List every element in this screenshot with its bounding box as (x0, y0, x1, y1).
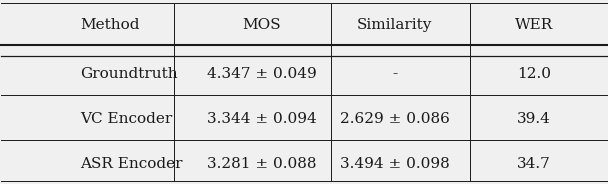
Text: Similarity: Similarity (357, 18, 432, 32)
Text: ASR Encoder: ASR Encoder (80, 158, 182, 171)
Text: Groundtruth: Groundtruth (80, 67, 178, 81)
Text: VC Encoder: VC Encoder (80, 112, 172, 126)
Text: 12.0: 12.0 (517, 67, 551, 81)
Text: 4.347 ± 0.049: 4.347 ± 0.049 (207, 67, 317, 81)
Text: 2.629 ± 0.086: 2.629 ± 0.086 (340, 112, 450, 126)
Text: 34.7: 34.7 (517, 158, 551, 171)
Text: Method: Method (80, 18, 140, 32)
Text: MOS: MOS (243, 18, 281, 32)
Text: 3.494 ± 0.098: 3.494 ± 0.098 (340, 158, 450, 171)
Text: 3.344 ± 0.094: 3.344 ± 0.094 (207, 112, 317, 126)
Text: -: - (392, 67, 398, 81)
Text: 39.4: 39.4 (517, 112, 551, 126)
Text: WER: WER (515, 18, 553, 32)
Text: 3.281 ± 0.088: 3.281 ± 0.088 (207, 158, 316, 171)
